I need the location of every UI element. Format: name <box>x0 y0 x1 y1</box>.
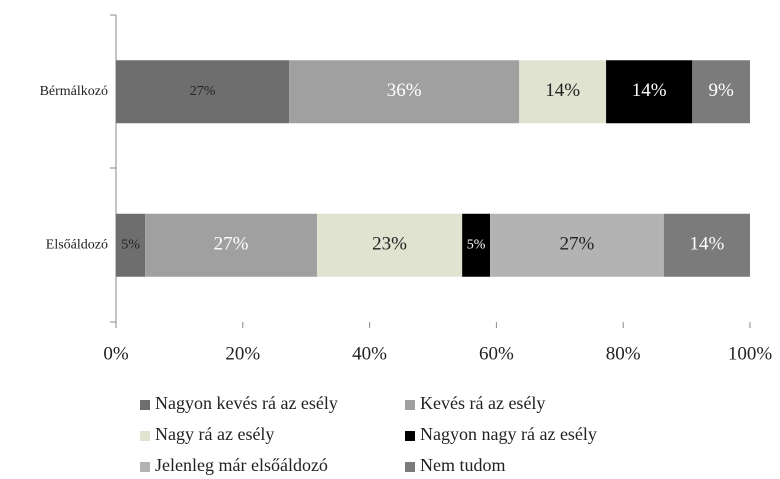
legend-swatch <box>405 400 415 410</box>
bar-segment <box>692 60 750 124</box>
legend-swatch <box>405 431 415 441</box>
x-tick-label: 20% <box>225 343 260 364</box>
bar-segment <box>663 213 750 277</box>
x-tick-label: 60% <box>479 343 514 364</box>
data-label: 27% <box>190 84 216 99</box>
legend-label: Kevés rá az esély <box>420 393 545 413</box>
data-label: 9% <box>708 80 734 101</box>
data-label: 5% <box>467 237 486 252</box>
x-tick-label: 0% <box>103 343 129 364</box>
legend-swatch <box>140 462 150 472</box>
legend-label: Nagyon nagy rá az esély <box>420 424 597 444</box>
bar-segment <box>289 60 520 124</box>
y-tick-label: Elsőáldozó <box>46 237 108 252</box>
bar-segment <box>116 213 146 277</box>
bar-segment <box>490 213 664 277</box>
legend-label: Nagy rá az esély <box>155 424 274 444</box>
legend-label: Nem tudom <box>420 455 506 475</box>
data-label: 5% <box>121 237 140 252</box>
data-label: 23% <box>372 234 407 255</box>
x-tick-label: 40% <box>352 343 387 364</box>
data-label: 14% <box>545 80 580 101</box>
bar-segment <box>606 60 693 124</box>
bar-segment <box>462 213 491 277</box>
legend-swatch <box>140 431 150 441</box>
legend-swatch <box>140 400 150 410</box>
bar-segment <box>316 213 463 277</box>
data-label: 14% <box>689 234 724 255</box>
legend-label: Nagyon kevés rá az esély <box>155 393 338 413</box>
y-tick-label: Bérmálkozó <box>40 84 108 99</box>
bar-segment <box>116 60 290 124</box>
legend-swatch <box>405 462 415 472</box>
data-label: 27% <box>214 234 249 255</box>
data-label: 14% <box>632 80 667 101</box>
data-label: 27% <box>560 234 595 255</box>
data-label: 36% <box>387 80 422 101</box>
x-tick-label: 100% <box>728 343 773 364</box>
bar-segment <box>145 213 317 277</box>
x-tick-label: 80% <box>606 343 641 364</box>
bar-segment <box>519 60 607 124</box>
legend-label: Jelenleg már elsőáldozó <box>155 455 328 475</box>
